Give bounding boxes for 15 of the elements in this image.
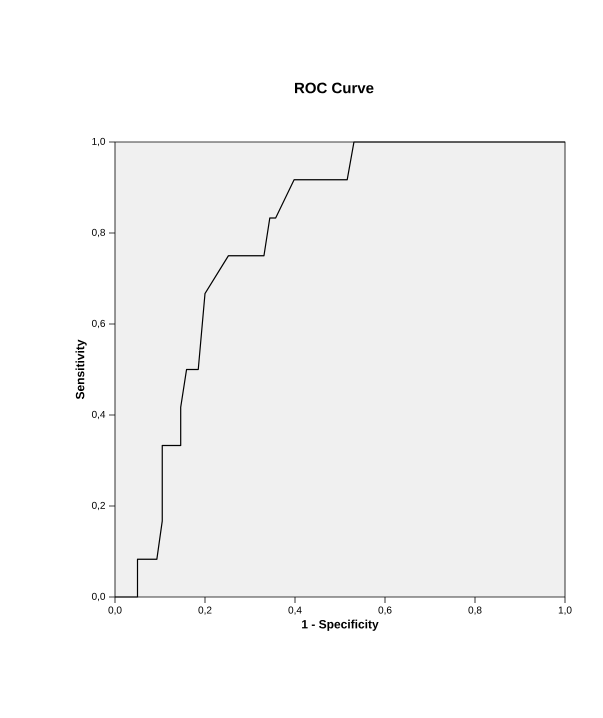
x-tick-label: 0,0 <box>108 606 122 615</box>
y-tick-label: 0,4 <box>92 410 106 420</box>
y-tick-label: 0,6 <box>92 320 106 328</box>
y-axis-title: Sensitivity <box>76 340 87 400</box>
y-tick-label: 0,2 <box>92 502 105 510</box>
x-tick-label: 0,8 <box>468 606 482 615</box>
y-tick-label: 0,8 <box>92 228 106 238</box>
x-tick-label: 0,2 <box>198 606 212 615</box>
x-axis-title: 1 - Specificity <box>302 620 379 631</box>
y-tick-label: 0,0 <box>92 592 106 602</box>
x-tick-label: 0,6 <box>378 606 392 615</box>
y-tick-label: 1,0 <box>92 138 106 146</box>
chart-title: ROC Curve <box>295 82 374 94</box>
x-tick-label: 0,4 <box>288 606 302 615</box>
x-tick-label: 1,0 <box>558 606 572 615</box>
